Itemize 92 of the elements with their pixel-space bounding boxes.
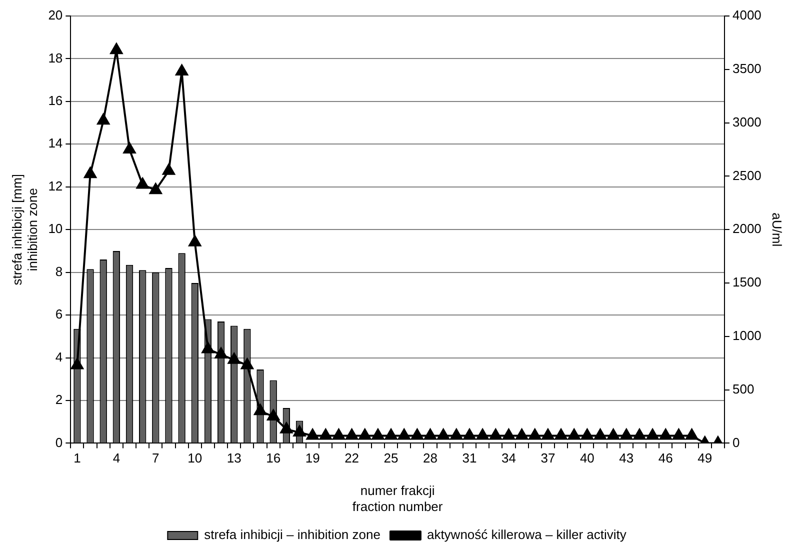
point [240,358,254,370]
y2-tick-label: 2500 [732,168,762,183]
y-tick-label: 12 [48,178,63,194]
point [71,358,84,370]
y-tick-label: 0 [55,434,63,450]
point [646,428,659,440]
y-tick-label: 14 [48,136,63,151]
point [280,422,293,434]
point [267,410,280,420]
point [149,183,162,194]
point [136,178,149,189]
point [489,428,502,440]
y2-axis-title: aU/ml [770,212,785,247]
text: fraction number [352,498,443,514]
y2-tick-label: 500 [732,381,754,396]
x-tick-label: 7 [152,450,160,466]
y2-tick-label: 1000 [732,328,762,343]
x-tick-label: 4 [112,450,120,466]
y-tick-label: 10 [48,221,63,236]
point [424,428,436,440]
point [110,43,123,54]
x-tick-label: 16 [266,450,281,466]
point [620,428,633,440]
point [176,64,188,76]
point [542,428,554,440]
y2-tick-label: 3000 [732,114,762,130]
text: numer frakcji [360,483,435,498]
y-tick-label: 6 [55,306,63,322]
point [358,428,372,440]
point [554,428,568,440]
y-tick-label: 16 [48,93,63,108]
point [450,428,463,440]
x-tick-label: 37 [540,450,556,466]
legend-label: aktywność killerowa – killer activity [426,527,627,542]
point [123,142,136,154]
point [410,428,424,440]
y2-tick-label: 0 [732,434,740,450]
y-tick-label: 18 [48,50,63,66]
point [214,348,228,359]
point [293,426,306,437]
point [346,428,358,440]
point [516,428,528,440]
point [594,428,606,440]
point [306,428,319,440]
point [463,428,476,440]
text: strefa inhibicji [mm] [9,174,24,286]
point [528,428,542,440]
point [568,428,580,440]
point [202,342,214,354]
y-tick-label: 20 [48,8,63,23]
y2-tick-label: 1500 [732,274,762,290]
x-tick-label: 13 [226,450,242,466]
y2-tick-label: 4000 [732,8,762,23]
point [384,428,398,440]
point [97,114,110,125]
x-tick-label: 31 [462,450,477,466]
legend-label: strefa inhibicji – inhibition zone [204,527,380,542]
point [84,167,96,178]
x-tick-label: 49 [698,450,712,466]
point [476,428,489,440]
point [372,428,384,440]
y2-tick-label: 2000 [732,221,762,236]
point [162,164,175,175]
y-tick-label: 2 [55,392,63,408]
y2-tick-label: 3500 [732,60,762,76]
point [228,352,240,364]
y-tick-label: 4 [55,349,63,364]
point [437,428,450,440]
x-tick-label: 28 [423,450,438,466]
point [659,428,672,440]
x-tick-label: 25 [384,450,398,466]
point [188,235,202,246]
x-tick-label: 10 [188,450,202,466]
point [672,428,685,440]
point [633,428,646,440]
point [580,428,594,440]
point [686,428,698,440]
point [502,428,515,440]
point [332,428,345,440]
point [398,428,410,440]
x-tick-label: 46 [658,450,673,466]
x-tick-label: 43 [619,450,634,466]
point [319,428,332,440]
x-tick-label: 40 [580,450,594,466]
point [607,428,620,440]
text: inhibition zone [24,188,40,272]
x-tick-label: 22 [344,450,360,466]
point [254,404,266,416]
x-tick-label: 34 [501,450,516,466]
y-tick-label: 8 [55,264,63,279]
x-tick-label: 19 [305,450,320,466]
x-tick-label: 1 [74,450,81,466]
